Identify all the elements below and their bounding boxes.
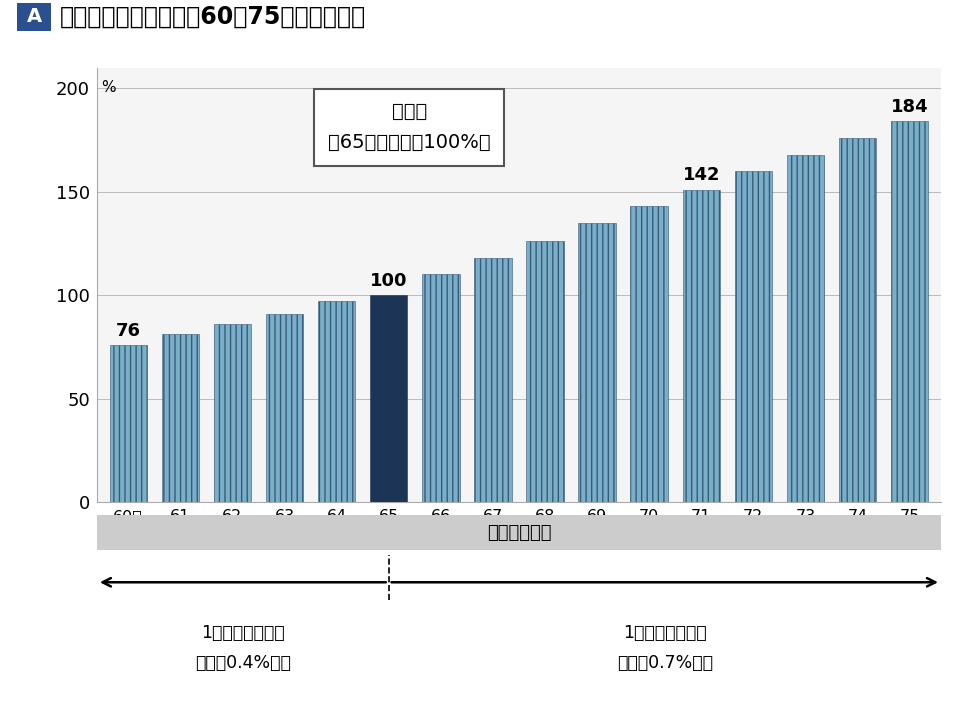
Bar [682,189,719,502]
Text: 受給額
（65歳開始時＝100%）: 受給額 （65歳開始時＝100%） [328,103,490,152]
Text: 142: 142 [682,167,719,184]
Text: 184: 184 [890,98,927,116]
Text: A: A [26,8,42,26]
Bar [630,206,668,502]
FancyBboxPatch shape [17,3,51,31]
Bar [890,122,927,502]
Bar [786,155,824,502]
Text: 1か月繰り上げる
ごとに0.4%減額: 1か月繰り上げる ごとに0.4%減額 [195,624,291,671]
Bar [422,274,459,502]
Text: 76: 76 [115,322,141,340]
Text: 100: 100 [369,272,407,290]
Text: 1か月繰り下げる
ごとに0.7%増額: 1か月繰り下げる ごとに0.7%増額 [616,624,712,671]
Bar [369,295,407,502]
Bar [526,241,563,502]
Text: %: % [101,80,115,95]
Bar [838,138,875,502]
Text: 法改正後に受給開始は60～75歳の選択制に: 法改正後に受給開始は60～75歳の選択制に [60,5,365,29]
Bar [266,314,303,502]
Bar [474,258,511,502]
Bar [109,345,147,502]
Bar [162,335,199,502]
Bar [213,324,251,502]
Bar [318,301,355,502]
Bar [578,223,615,502]
Text: 受給開始年齢: 受給開始年齢 [486,523,550,542]
Bar [734,171,771,502]
